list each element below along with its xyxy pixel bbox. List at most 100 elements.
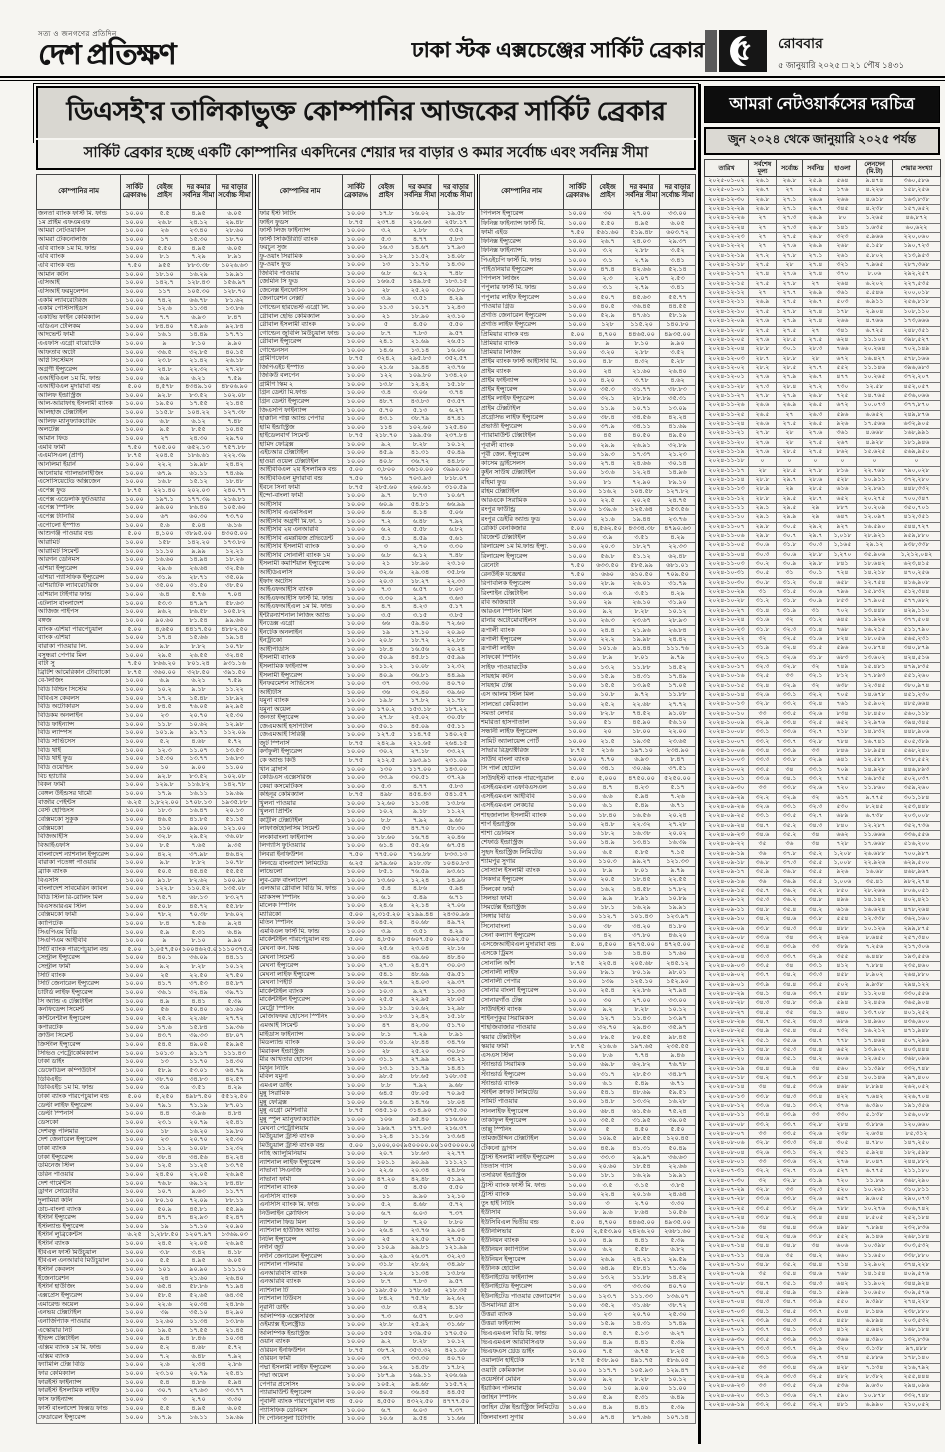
table-row: ২০২৪-০৯-১৮ ৩৬.৮ ৩৭.৩ ৩৫.৫ ১,০০৮ ২২.৯২৬ ৬২৯,৫০০ <box>704 858 941 869</box>
table-row: ২০২৪-০৬-২৬ ৩৩.১ ৩৩.৬ ৩২.৭ ৩৭৪ ৫.৮৮৬ ১৭৮,১৪০ <box>704 1353 941 1364</box>
table-row: তাকাফুল ইন্স্যুরেন্স ১০.০০ ৩৫.৫ ৩১.৯৫ ৩৯.০৫ <box>479 1115 696 1126</box>
table-row: মিউচুয়াল ট্রাস্ট ব্যাংক ১০.০০ ১২.৪ ১১.১৬ ১৩… <box>257 1132 475 1142</box>
table-row: ২০২৪-১২-০৫ ২৭.৬ ২৮.৫ ২৭.৫ ৬২৪ ১১.১০৪ ৩৯৮,৫২৭ <box>704 334 941 346</box>
table-row: প্রিমিয়ার ব্যাংক ১০.০০ ৯ ৮.১০ ৯.৯০ <box>479 338 696 349</box>
table-row: ব্র্যাক ব্যাংক ১০.০০ ৫০.৫ ৪৫.৪৫ ৫৫.৫৫ <box>36 866 253 877</box>
table-row: তসরিফা ইন্ডাস্ট্রিজ ১০.০০ ১৮.১ ১৬.২৯ ১৯.৯১ <box>479 1170 696 1182</box>
table-row: হামি ইন্ডাস্ট্রিজ ১০.০০ ১১৪ ১০২.৬০ ১২৫.৪০ <box>257 422 475 433</box>
table-row: ২০২৪-১২-০১ ২৭.৬ ২৭.৯ ২৬.৭ ৪৭৭ ১০.২৬৫ ৩৭২,২০৭ <box>704 372 941 383</box>
table-row: স্কয়ার টেক্সটাইল ১০.০০ ৮৯.৫ ৮০.৫৫ ৯৮.৪৫ <box>479 1032 696 1043</box>
table-row: খুলনা প্রিন্টিং ১০.০০ ১০.২ ৯.১৮ ১১.২২ <box>257 807 475 817</box>
col-lower-limit: দর কমার সর্বনিম্ন সীমা <box>180 174 217 210</box>
table-row: প্রিমিয়ার ব্যাংক বন্ড ৫.০০ ৪,৭০০ ৪৪৬৫.০০ ৪৯… <box>479 329 696 340</box>
table-row: ২০২৪-০৭-০৪ ৩৪.৩ ৩৪.৭ ৩৩.৯ ৫৫০ ৯.৩৯৮ ২৭৪,২২৮ <box>704 1297 941 1308</box>
table-row: ২০২৫-০১-০২ ২৬.১ ২৬.৮ ২৫.৯ ৫৬৪ ৯.৪৭৪ ৩৬০,৫৮৬ <box>704 175 941 187</box>
table-row: ডিবিএইচ ১ম মি. ফান্ড ১০.০০ ৩.৯ ৩.৫১ ৪.২৯ <box>36 1083 253 1093</box>
table-row: টেকনো ড্রাগস ১০.০০ ৪৫.৯ ৪১.৩১ ৫০.৪৯ <box>479 1143 696 1154</box>
table-row: বাংলাদেশ ন্যাশনাল ইন্স্যুরেন্স ১০.০০ ৪২.২ ৩… <box>36 849 253 860</box>
table-row: ২০২৪-০৮-২৫ ৩৪.৯ ৩৫.৪ ৩৪.৫ ৭৩২ ১৬.২১২ ৪৭১,৯৪৮ <box>704 1026 941 1037</box>
table-row: রহিমা ফুড ১০.০০ ৮১ ৭২.৯০ ৮৯.১০ <box>479 477 696 488</box>
stock-table-column-3: কোম্পানির নাম সার্কিট ব্রেকার% বেইজ প্রা… <box>479 174 696 1424</box>
table-row: দেশ গার্মেন্টস ১০.০০ ৭৬.৮ ৬৯.১২ ৮৪.৪৮ <box>36 1178 253 1189</box>
table-row: ২০২৪-১২-০৮ ২৭.৫ ২৭.৫ ২৭ ৩৪১ ৬.৭২৫ ২৪৮,৩৫১ <box>704 325 941 336</box>
table-row: ২০২৪-০৬-১৯ ৩৩.২ ৩৩.৫ ৩২.২ ৪৮১ ৬.৯৯০ ২১০,০৫২ <box>704 1400 941 1411</box>
table-row: আইবিবিএল ২য় ইসলামিক বন্ড ৫.০০ ৩,৮০০ ৩৬১০.০… <box>257 465 475 475</box>
table-row: দুলামিয়া কটন ১০.০০ ৮০.১০ ৭২.০৯ ৮৮.১১ <box>36 1195 253 1206</box>
table-row: মিথুন নিটিং ১০.০০ ১৩.১ ১১.৭৯ ১৪.৪১ <box>257 1063 475 1074</box>
table-row: ২০২৪-১০-৩১ ৩০.৫ ৩১ ৩০.১ ৭২৪ ১৪.২১৮ ৪৭০,২৫৬ <box>704 568 941 579</box>
table-row: বার্জার পেইন্টস ৬.২৫ ১,৮২২.০০ ১৭০৮.১৩ ১৯৩৫.৮… <box>36 797 253 808</box>
table-row: বাংলাদেশ সাবমেরিন ক্যাবল ১০.০০ ১২২.৮ ১১০.৫২… <box>36 884 253 894</box>
page-header: সত্য ও জনগণের প্রতিদিন দেশ প্রতিক্ষণ ঢাক… <box>0 0 945 81</box>
table-row: জনতা ব্যাংক ফার্স্ট মি. ফান্ড ১০.০০ ৫.৫ ৪.৯… <box>36 209 253 219</box>
table-row: ইভিন্স টেক্সটাইল ১০.০০ ৯.৪ ৮.৪৬ ১০.৩৪ <box>36 1334 253 1344</box>
table-row: বে-লিজিং ১০.০০ ৬.৯ ৬.২১ ৭.৫৯ <box>36 676 253 687</box>
table-row: ফার্স্ট সিকিউরিটি ব্যাংক ১০.০০ ৫.৩ ৪.৭৭ ৫.৮৩ <box>257 234 475 245</box>
table-row: ২০২৪-১২-২৩ ২৭ ২৭.৫ ২৬.৮ ৩২৩ ৫.৯৬৬ ২২০,০৬০ <box>704 232 941 243</box>
table-row: সানলাইফ ইন্স্যুরেন্স ১০.০০ ৬৮.৪ ৬১.৫৬ ৭৫.২৪ <box>479 1106 696 1117</box>
table-row: এসিআই ১০.০০ ১৪২.৭ ১২৮.৪৩ ১৫৬.৯৭ <box>36 278 253 288</box>
table-row: রানার অটোমোবাইলস ১০.০০ ২৬.৩ ২৩.৬৭ ২৮.৯৩ <box>479 615 696 627</box>
table-row: বেক্সিমকো সুকুক ১০.০০ ৪৬.৫ ৪১.৮৫ ৫১.১৫ <box>36 814 253 825</box>
table-row: ২০২৪-১২-২৬ ২৭ ২৭.৩ ২৬.৯ ৮০ ১.২৬৫ ৪৬,৮৭২ <box>704 213 941 224</box>
table-row: সন্ধানী লাইফ ইন্স্যুরেন্স ১০.০০ ২০ ১৮.০০ ২২.… <box>479 726 696 738</box>
stock-table-column-1: কোম্পানির নাম সার্কিট ব্রেকার% বেইজ প্রা… <box>36 174 253 1424</box>
table-row: ইয়াকিন পলিমার ১০.০০ ১০ ৯.০০ ১১.০০ <box>479 1383 696 1395</box>
table-row: সেন্ট্রাল ফার্মা ১০.০০ ৯.২ ৮.২৮ ১০.১২ <box>36 962 253 972</box>
table-row: ২০২৪-০৯-১৭ ৩৫.৯ ৩৬.৮ ৩৫.৫ ৯২৬ ১৬.৬৮ ৪৬৮,৯৬৭ <box>704 867 941 878</box>
table-row: পদ্মা অয়েল ১০.০০ ১৮৭.৯ ১৬৯.১১ ২০৬.৬৯ <box>257 1371 475 1381</box>
table-row: ২০২৪-১১-২৫ ২৬.৫ ২৭ ২৬.৩ ৫৯৬ ৬.৬৫২ ২৪৯,৮৭৬ <box>704 409 941 420</box>
table-row: ফাস ফাইন্যান্স ১০.০০ ৩ ২.৭০ ৩.৩০ <box>36 1394 253 1405</box>
table-row: আইসিবি এমপ্লয়িজ প্রভিডেন্ট ১০.০০ ৫.১ ৪.৫৯ ৫… <box>257 533 475 544</box>
table-row: এলআর গ্লোবাল বিডি মি. ফান্ড ১০.০০ ৫.৪ ৪.৮৬ ৫… <box>257 884 475 894</box>
price-history-table: তারিখ সর্বশেষ মূল্য সর্বোচ্চ সর্বনিম্ন হ… <box>704 159 941 1411</box>
table-row: এবি ব্যাংক ১ম মি. ফান্ড ১০.০০ ৫.৫০ ৪.৯৫ ৬.০৫ <box>36 243 253 254</box>
table-row: ইউনাইটেড ইন্স্যুরেন্স ১০.০০ ৩৭ ৩৩.৩০ ৪০.৭০ <box>479 1281 696 1293</box>
table-row: আইসিবি অগ্রণী মি.ফা. ১ ১০.০০ ৭.২ ৬.৪৮ ৭.৯২ <box>257 516 475 527</box>
table-row: শাশা ডেনিমস ১০.০০ ১৮.২ ১৬.৩৮ ২০.০২ <box>479 828 696 840</box>
table-row: ২০২৪-০৮-০৪ ৩২.৬ ৩৩.১ ৩২.২ ৩৫১ ৫.৯২৪ ১৮২,৫৯৮ <box>704 1147 941 1159</box>
table-row: খুলনা পাওয়ার ১০.০০ ১২.৬০ ১১.৩৪ ১৩.৮৬ <box>257 798 475 809</box>
table-row: ম্যাকসন্স স্পিনিং ১০.০০ ৬.১ ৫.৪৯ ৬.৭১ <box>257 892 475 903</box>
table-row: ইন্টারন্যাশনাল লিজিং অ্যান্ড ১০.০০ ৩.৫ ৩.১৫… <box>257 610 475 621</box>
table-row: ২০২৪-০৮-১২ ৩৩.৬ ৩৪.১ ৩৩.২ ৩৭৬ ৬.৩৯০ ১৯১,৩৫৬ <box>704 1101 941 1112</box>
table-row: বিআইএফসি ১০.০০ ৮.৫ ৭.৬৫ ৯.৩৫ <box>36 840 253 851</box>
table-row: কাট্টলি টেক্সটাইল ১০.০০ ৮.৮ ৭.৯২ ৯.৬৮ <box>257 815 475 826</box>
table-row: ইউনিলিভার ৫.০০ ২,৫৫৩.৯০ ২৪২৬.২০ ২৬৮১.৬০ <box>479 1226 696 1237</box>
table-row: প্যারামাউন্ট টেক্সটাইল ১০.০০ ৪৫ ৪০.৫০ ৪৯.৫০ <box>479 430 696 442</box>
table-row: ম্যারিকো ৫.০০ ২,৩১৫.২০ ২১৯৯.৪৪ ২৪৩০.৯৬ <box>257 909 475 920</box>
table-row: ২০২৪-১০-০৩ ৩৩.৩ ৩৩.৮ ৩২.৯ ৬৪১ ১২.৫৮৭ ৩৭৮,৫৫২ <box>704 755 941 766</box>
table-row: ২০২৪-০৯-২৪ ৩৪.৭ ৩৫.২ ৩৪.৩ ৮৪০ ১২.২৮৭ ৩৫২,৭৩৬ <box>704 820 941 832</box>
table-row: কেয়া কসমেটিকস ১০.০০ ৫.৩ ৪.৭৭ ৫.৮৩ <box>257 781 475 792</box>
table-row: সিটি ব্যাংক ১০.০০ ২৫ ২২.৫০ ২৭.৫০ <box>36 970 253 981</box>
table-row: লাফার্জহোলসিম সিমেন্ট ১০.০০ ৫৩ ৪৭.৭০ ৫৮.৩০ <box>257 824 475 834</box>
table-row: ২০২৪-১০-০২ ৩৩.৫ ৩৪ ৩৩.১ ৭০৯ ১৪.৯২৮ ৪৪৬,৮৯৩ <box>704 764 941 776</box>
table-row: ২০২৪-১১-০৬ ২৯.৮ ৩০.৭ ২৯.৭ ১,০১৮ ২৮.৯২১ ৯৫৯,৮৮০ <box>704 531 941 542</box>
table-row: পদ্মা ইসলামী লাইফ ইন্স্যুরেন্স ১০.০০ ১৬.২ ১… <box>257 1362 475 1373</box>
table-row: ২০২৪-১২-১১ ২৬.৯ ২৭.৫ ২৬.৭ ৫০৩ ৬.৯১১ ২৫৬,৮১৮ <box>704 297 941 308</box>
table-row: বেস্ট হোল্ডিংস ১০.০০ ১৮.৩ ১৬.৪৭ ২০.১৩ <box>36 806 253 816</box>
table-row: সি পার্ল হোটেল ১০.০০ ৩৪.১ ৩০.৬৯ ৩৭.৫১ <box>479 763 696 775</box>
table-row: ক্রাউন সিমেন্ট ১০.০০ ৪৩.৭ ৩৯.৩৩ ৪৮.০৭ <box>36 1031 253 1041</box>
table-row: ২০২৪-১০-১৫ ৩২.৪ ৩২.৯ ৩২ ৬৩৮ ১২.৩৪৫ ৩৮০,৯৭৪ <box>704 680 941 691</box>
table-row: প্রগতি লাইফ ইন্স্যুরেন্স ১০.০০ ১২৮ ১১৫.২০ ১৪… <box>479 319 696 331</box>
table-row: পূবালী ব্যাংক পারপেচুয়াল বন্ড ৫.০০ ৪,৫৫০ ৪… <box>257 1397 475 1407</box>
table-row: রিলায়েন্স ১ম মি.ফান্ড ইন্স্যু. ১০.০০ ২০.৩… <box>479 541 696 553</box>
table-row: ২০২৪-১১-২৬ ২৬.৬ ২৬.৯ ২৬.৫ ৬৭২ ১০.০৭৩ ৩৭৭,৮৭০ <box>704 400 941 411</box>
table-row: সালভো কেমিক্যাল ১০.০০ ২৫.২ ২২.৬৮ ২৭.৭২ <box>479 699 696 710</box>
table-row: প্রাইম টেক্সটাইল ১০.০০ ১১.৯ ১০.৭১ ১৩.০৯ <box>479 403 696 414</box>
table-row: লংকাবাংলা ফাইন্যান্স ১০.০০ ১৮.৬০ ১৬.৭৪ ২০.৪৬ <box>257 832 475 843</box>
masthead-tagline: সত্য ও জনগণের প্রতিদিন <box>38 31 117 38</box>
table-row: এবি ব্যাংক বন্ড ৭.৫০ ৯৫৫ ৮৮৩.৩৮ ১০২৬.৬৩ <box>36 260 253 271</box>
table-row: ইনটেক অনলাইন ১০.০০ ১৯ ১৭.১০ ২০.৯০ <box>257 627 475 638</box>
table-row: মেঘনা ইন্স্যুরেন্স ১০.০০ ২৭.৩ ২৪.৫৭ ৩০.০৩ <box>257 961 475 971</box>
table-row: সেনা কল্যাণ ইন্স্যুরেন্স ১০.০০ ৪২ ৩৭.৮০ ৪৬.২… <box>479 930 696 941</box>
table-row: আরএকে সিরামিক ১০.০০ ২২.৫ ২০.২৫ ২৪.৭৫ <box>479 495 696 507</box>
table-row: ২০২৪-১১-২৪ ২৬.৬ ২৭.৫ ২৬.৫ ৯২৬ ১৭.৫৬৬ ৬৩২,৯০৫ <box>704 418 941 430</box>
table-row: ইন্দো-বাংলা ফার্মা ১০.০০ ৯.৭ ৮.৭৩ ১০.৬৭ <box>257 491 475 501</box>
table-row: ২০২৪-১২-১৮ ২৭.৫ ২৮ ২৭.৪ ৩২১ ৭.৯৬৫ ২৮৭,৩৬৮ <box>704 260 941 271</box>
table-row: নিটল ইন্স্যুরেন্স ১০.০০ ২৫ ২২.৫০ ২৭.৫০ <box>257 1234 475 1245</box>
table-row: এপেক্স স্পিনিং ১০.০০ ৯৬.০০ ৮৬.৪০ ১০৫.৬০ <box>36 503 253 513</box>
table-row: মতিন স্পিনিং ১০.০০ ৪৫.২ ৪০.৬৮ ৪৯.৭২ <box>257 918 475 928</box>
table-row: সোনালি আঁশ ৮.৭৫ ২২৫.৪ ২০৫.৬৮ ২৪৫.১২ <box>479 958 696 969</box>
